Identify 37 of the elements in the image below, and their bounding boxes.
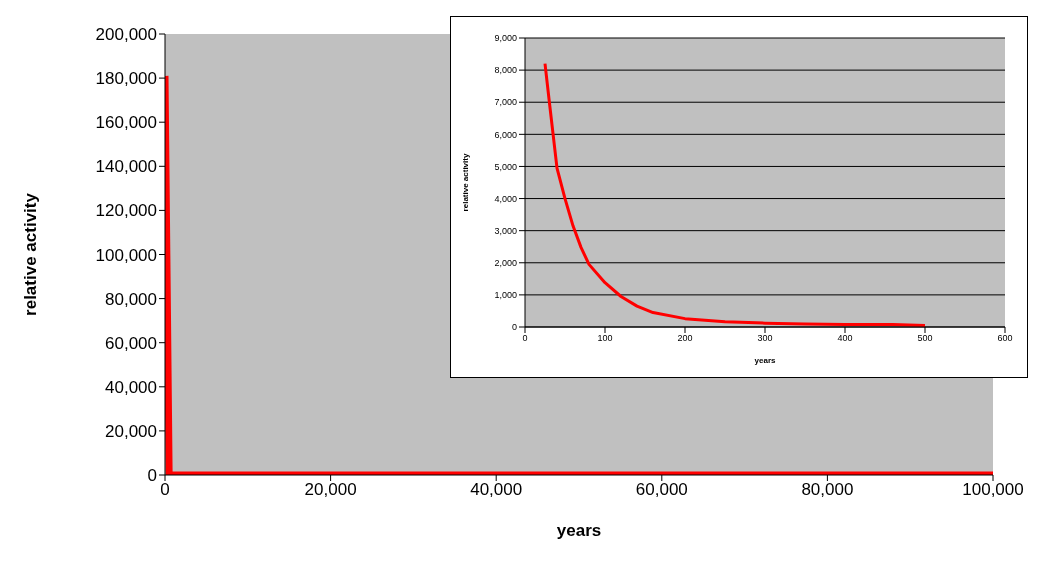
y-tick-label: 9,000	[494, 33, 517, 44]
y-tick-label: 6,000	[494, 129, 517, 140]
y-tick-label: 180,000	[95, 69, 157, 89]
x-tick-label: 600	[997, 333, 1013, 344]
x-tick-label: 0	[160, 480, 170, 500]
y-axis-title: relative activity	[460, 153, 470, 212]
x-tick-label: 80,000	[801, 480, 854, 500]
x-tick-label: 100	[597, 333, 613, 344]
x-tick-label: 300	[757, 333, 773, 344]
x-tick-label: 60,000	[635, 480, 688, 500]
y-tick-label: 4,000	[494, 193, 517, 204]
y-tick-label: 7,000	[494, 97, 517, 108]
y-tick-label: 2,000	[494, 257, 517, 268]
y-tick-label: 140,000	[95, 157, 157, 177]
x-tick-label: 100,000	[962, 480, 1024, 500]
x-axis-title: years	[754, 356, 776, 365]
line-series	[543, 62, 927, 327]
y-axis-title: relative activity	[21, 192, 41, 316]
y-tick-label: 160,000	[95, 113, 157, 133]
y-tick-label: 80,000	[105, 289, 157, 309]
y-tick-label: 40,000	[105, 377, 157, 397]
y-tick-label: 0	[511, 322, 517, 333]
y-tick-label: 5,000	[494, 161, 517, 172]
x-tick-label: 200	[677, 333, 693, 344]
x-tick-label: 500	[917, 333, 933, 344]
y-tick-label: 100,000	[95, 245, 157, 265]
x-tick-label: 400	[837, 333, 853, 344]
y-tick-label: 1,000	[494, 290, 517, 301]
y-tick-label: 0	[147, 466, 157, 486]
x-axis-title: years	[556, 521, 602, 540]
y-tick-label: 20,000	[105, 421, 157, 441]
y-tick-label: 120,000	[95, 201, 157, 221]
y-tick-label: 200,000	[95, 25, 157, 45]
y-tick-label: 3,000	[494, 225, 517, 236]
x-tick-label: 20,000	[304, 480, 357, 500]
x-tick-label: 0	[522, 333, 528, 344]
y-tick-label: 8,000	[494, 65, 517, 76]
